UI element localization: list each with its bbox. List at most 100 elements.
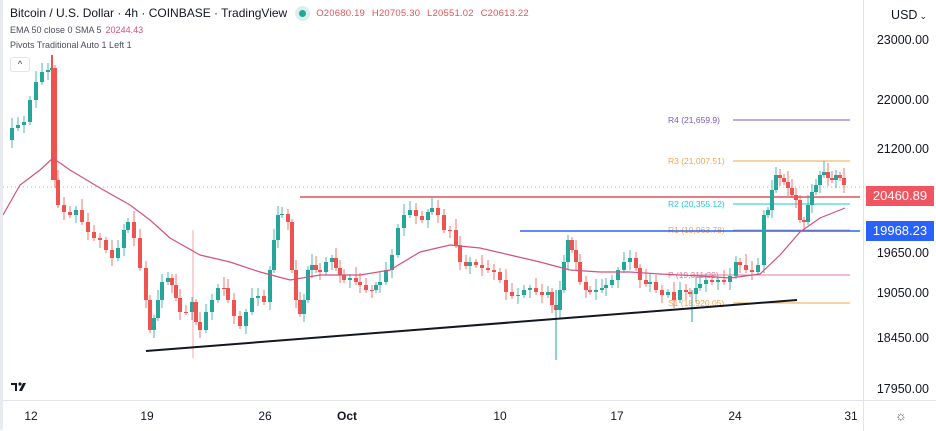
- candle-body: [22, 122, 26, 125]
- candle-body: [464, 262, 468, 266]
- candle-body: [448, 230, 452, 231]
- candle-body: [268, 270, 272, 302]
- candle-body: [604, 285, 608, 288]
- chevron-down-icon: ⌄: [919, 11, 927, 21]
- candle-body: [648, 282, 652, 284]
- candle-body: [338, 268, 342, 275]
- candle-body: [430, 208, 434, 212]
- candle-body: [468, 262, 472, 266]
- candle-body: [334, 258, 338, 268]
- candle-body: [364, 285, 368, 290]
- candle-body: [290, 222, 294, 270]
- candle-body: [358, 282, 362, 285]
- candle-body: [834, 175, 838, 180]
- ohlc-values: O20680.19 H20705.30 L20551.02 C20613.22: [316, 8, 533, 19]
- settings-icon[interactable]: ☼: [895, 408, 907, 423]
- candle-body: [838, 175, 842, 178]
- candle-body: [56, 180, 60, 205]
- candle-body: [644, 280, 648, 284]
- candle-body: [420, 216, 424, 220]
- candle-body: [374, 285, 378, 290]
- candle-body: [310, 265, 314, 270]
- candle-body: [798, 200, 802, 220]
- price-tick-label: 22000.00: [876, 93, 929, 107]
- price-axis[interactable]: USD ⌄ 23000.00 22000.00 21200.00 19650.00 190…: [863, 0, 936, 400]
- candle-body: [178, 298, 182, 312]
- candle-body: [660, 290, 664, 295]
- candle-body: [458, 245, 462, 262]
- candle-body: [10, 128, 14, 140]
- candle-body: [152, 318, 156, 330]
- candle-body: [306, 270, 310, 300]
- candle-body: [378, 282, 382, 285]
- time-tick-label: 17: [610, 409, 624, 423]
- ohlc-close: C20613.22: [480, 7, 529, 19]
- ohlc-open: O20680.19: [316, 7, 366, 19]
- candle-body: [74, 210, 78, 215]
- chart-legend: Bitcoin / U.S. Dollar · 4h · COINBASE · …: [10, 6, 533, 50]
- candle-body: [34, 82, 38, 100]
- time-axis[interactable]: 12 19 26 Oct 10 17 24 31: [3, 400, 863, 431]
- candle-body: [86, 222, 90, 232]
- candle-body: [610, 280, 614, 285]
- symbol-title[interactable]: Bitcoin / U.S. Dollar · 4h · COINBASE · …: [10, 6, 288, 20]
- candle-body: [558, 290, 562, 310]
- candle-body: [818, 175, 822, 185]
- candle-body: [550, 292, 554, 305]
- candle-body: [198, 322, 202, 330]
- candle-body: [678, 290, 682, 300]
- currency-selector[interactable]: USD ⌄: [891, 8, 927, 22]
- candle-body: [654, 282, 658, 290]
- indicator-ema[interactable]: EMA 50 close 0 SMA 5 20244.43: [10, 25, 533, 35]
- candle-body: [794, 195, 798, 200]
- candle-body: [46, 70, 50, 72]
- candle-body: [286, 214, 290, 222]
- candle-body: [756, 265, 760, 272]
- candle-body: [402, 215, 406, 228]
- candle-body: [16, 125, 20, 128]
- candle-body: [80, 210, 84, 222]
- candle-body: [426, 212, 430, 220]
- pivot-label: R1 (19,963.78): [668, 225, 725, 235]
- market-status-icon: [299, 9, 307, 17]
- candle-body: [276, 215, 280, 240]
- indicator-pivots[interactable]: Pivots Traditional Auto 1 Left 1: [10, 40, 533, 50]
- pivot-label: R4 (21,659.9): [668, 115, 720, 125]
- candle-body: [436, 208, 440, 215]
- candle-body: [786, 182, 790, 188]
- collapse-legend-button[interactable]: ^: [10, 57, 30, 72]
- candle-body: [770, 190, 774, 210]
- candle-body: [348, 278, 352, 280]
- time-tick-label: 10: [493, 409, 507, 423]
- tradingview-logo[interactable]: [8, 378, 30, 396]
- candle-body: [710, 280, 714, 282]
- candle-body: [688, 292, 692, 294]
- candle-body: [510, 292, 514, 296]
- candle-body: [116, 248, 120, 258]
- candle-body: [160, 282, 164, 300]
- candle-body: [774, 175, 778, 190]
- time-tick-label: 12: [24, 409, 38, 423]
- candle-body: [272, 240, 276, 270]
- candle-body: [842, 178, 846, 185]
- candle-body: [814, 185, 818, 192]
- candle-body: [574, 250, 578, 262]
- candle-body: [806, 205, 810, 222]
- candle-body: [492, 270, 496, 272]
- chart-plot-area[interactable]: R4 (21,659.9) R3 (21,007.51) R2 (20,355.12…: [3, 0, 863, 400]
- ohlc-high: H20705.30: [371, 7, 421, 19]
- candle-body: [638, 268, 642, 280]
- candle-body: [226, 288, 230, 300]
- candle-body: [324, 262, 328, 272]
- candle-body: [68, 212, 72, 215]
- candle-body: [216, 288, 220, 300]
- candle-body: [704, 280, 708, 284]
- candle-body: [830, 178, 834, 180]
- candle-body: [750, 270, 754, 272]
- candle-body: [262, 296, 266, 302]
- price-tick-label: 17950.00: [876, 382, 929, 396]
- candle-body: [174, 285, 178, 298]
- candle-body: [566, 240, 570, 262]
- candle-body: [486, 268, 490, 270]
- candle-body: [40, 72, 44, 82]
